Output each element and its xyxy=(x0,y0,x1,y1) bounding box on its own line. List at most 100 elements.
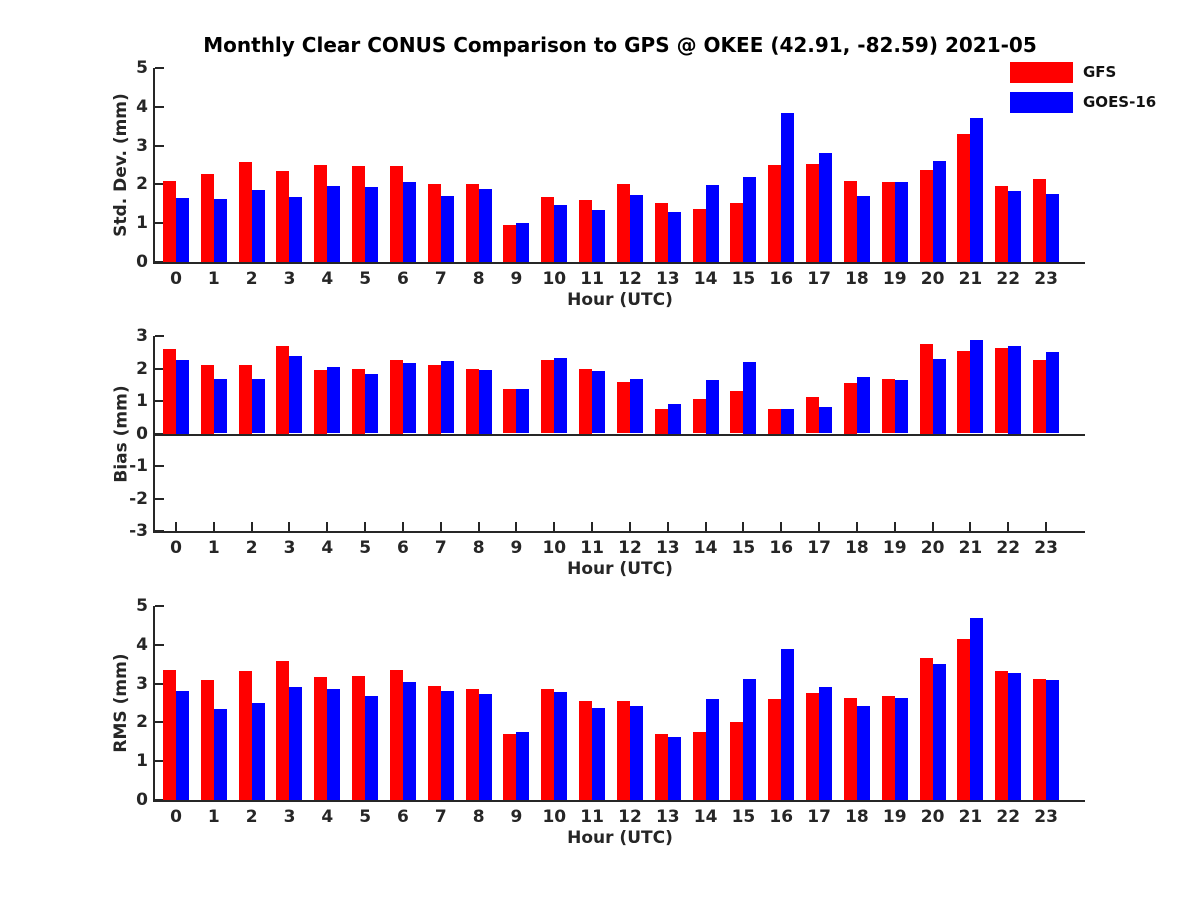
x-tick-label: 20 xyxy=(920,269,945,289)
bar-gfs-hour-1 xyxy=(200,365,214,434)
x-tick-label: 14 xyxy=(693,807,718,827)
y-tick-label: 4 xyxy=(136,96,148,117)
y-tick-label: 1 xyxy=(136,213,148,234)
y-tick-label: -1 xyxy=(129,456,148,476)
bar-goes16-hour-17 xyxy=(819,152,833,262)
bar-goes16-hour-5 xyxy=(365,696,379,800)
bar-goes16-hour-6 xyxy=(402,682,416,800)
bar-gfs-hour-21 xyxy=(957,638,971,800)
y-tick-label: 3 xyxy=(136,326,148,346)
bar-goes16-hour-13 xyxy=(667,737,681,800)
bar-gfs-hour-17 xyxy=(806,693,820,800)
y-tick-label: 0 xyxy=(136,423,148,444)
x-tick-label: 12 xyxy=(618,538,642,558)
bar-gfs-hour-6 xyxy=(389,166,403,262)
bar-goes16-hour-7 xyxy=(440,196,454,262)
y-tick-label: 2 xyxy=(136,358,148,379)
bar-gfs-hour-14 xyxy=(692,208,706,262)
bar-gfs-hour-19 xyxy=(881,378,895,434)
bar-goes16-hour-16 xyxy=(781,649,795,800)
x-tick-label: 15 xyxy=(731,269,756,289)
x-tick-label: 5 xyxy=(359,269,372,289)
x-tick-label: 20 xyxy=(920,538,945,558)
bar-goes16-hour-14 xyxy=(705,184,719,262)
x-tick-label: 13 xyxy=(655,269,680,289)
bar-goes16-hour-10 xyxy=(554,357,568,434)
x-tick-label: 18 xyxy=(845,269,869,289)
x-tick-label: 1 xyxy=(207,807,220,827)
y-tick-label: 3 xyxy=(136,135,148,156)
x-tick-label: 12 xyxy=(618,807,642,827)
bar-gfs-hour-2 xyxy=(238,365,252,434)
x-tick-label: 13 xyxy=(655,807,680,827)
bar-goes16-hour-2 xyxy=(251,378,265,434)
bar-goes16-hour-21 xyxy=(970,118,984,262)
bar-goes16-hour-9 xyxy=(516,388,530,434)
y-tick-label: 5 xyxy=(136,58,148,78)
x-tick xyxy=(515,522,518,531)
bar-gfs-hour-11 xyxy=(579,200,593,262)
bar-gfs-hour-20 xyxy=(919,169,933,262)
bar-gfs-hour-0 xyxy=(163,349,176,434)
x-tick-label: 1 xyxy=(207,269,220,289)
x-tick-label: 6 xyxy=(397,538,409,558)
bar-gfs-hour-2 xyxy=(238,162,252,262)
x-tick-label: 0 xyxy=(170,269,182,289)
x-tick-label: 20 xyxy=(920,807,945,827)
bar-gfs-hour-23 xyxy=(1033,179,1047,262)
bar-goes16-hour-23 xyxy=(1046,193,1060,262)
bar-goes16-hour-4 xyxy=(327,185,341,262)
bar-goes16-hour-17 xyxy=(819,687,833,800)
y-tick xyxy=(155,222,164,225)
bar-goes16-hour-22 xyxy=(1008,190,1022,262)
x-tick-label: 4 xyxy=(321,538,334,558)
bar-gfs-hour-9 xyxy=(503,388,517,434)
bar-gfs-hour-4 xyxy=(314,165,328,262)
bar-goes16-hour-3 xyxy=(289,356,303,434)
bar-goes16-hour-3 xyxy=(289,196,303,262)
bar-goes16-hour-18 xyxy=(856,706,870,800)
bar-gfs-hour-18 xyxy=(843,697,857,800)
bar-goes16-hour-10 xyxy=(554,691,568,800)
bar-goes16-hour-7 xyxy=(440,361,454,434)
y-tick xyxy=(155,400,164,402)
bar-goes16-hour-21 xyxy=(970,339,984,434)
bar-goes16-hour-11 xyxy=(592,708,606,800)
x-tick xyxy=(931,522,934,531)
x-tick xyxy=(250,522,253,531)
bar-gfs-hour-23 xyxy=(1033,678,1047,800)
x-tick-label: 10 xyxy=(542,807,567,827)
bar-gfs-hour-8 xyxy=(465,688,479,800)
x-tick-label: 9 xyxy=(510,538,523,558)
bar-gfs-hour-4 xyxy=(314,370,328,434)
bar-goes16-hour-12 xyxy=(629,706,643,800)
x-tick-label: 11 xyxy=(580,807,604,827)
bar-goes16-hour-5 xyxy=(365,374,379,434)
bar-gfs-hour-13 xyxy=(654,203,668,262)
bar-gfs-hour-13 xyxy=(654,409,668,434)
x-tick-label: 8 xyxy=(472,538,485,558)
x-tick-label: 19 xyxy=(882,807,907,827)
bar-goes16-hour-23 xyxy=(1046,351,1060,434)
y-tick xyxy=(155,367,164,370)
y-tick-label: -3 xyxy=(129,521,148,541)
bar-goes16-hour-15 xyxy=(743,177,757,262)
x-tick xyxy=(628,522,631,531)
bar-goes16-hour-17 xyxy=(819,406,833,434)
bar-goes16-hour-20 xyxy=(932,160,946,262)
bar-gfs-hour-11 xyxy=(579,700,593,800)
bar-goes16-hour-6 xyxy=(402,181,416,262)
x-tick-label: 5 xyxy=(359,807,372,827)
bar-goes16-hour-22 xyxy=(1008,672,1022,800)
bar-gfs-hour-14 xyxy=(692,399,706,434)
bar-goes16-hour-4 xyxy=(327,689,341,800)
x-tick-label: 21 xyxy=(958,807,983,827)
x-tick-label: 6 xyxy=(397,807,409,827)
bar-goes16-hour-21 xyxy=(970,617,984,800)
bar-gfs-hour-16 xyxy=(768,409,782,434)
y-tick xyxy=(155,721,164,724)
bar-gfs-hour-9 xyxy=(503,733,517,800)
bar-goes16-hour-22 xyxy=(1008,345,1022,434)
bar-goes16-hour-23 xyxy=(1046,679,1060,800)
